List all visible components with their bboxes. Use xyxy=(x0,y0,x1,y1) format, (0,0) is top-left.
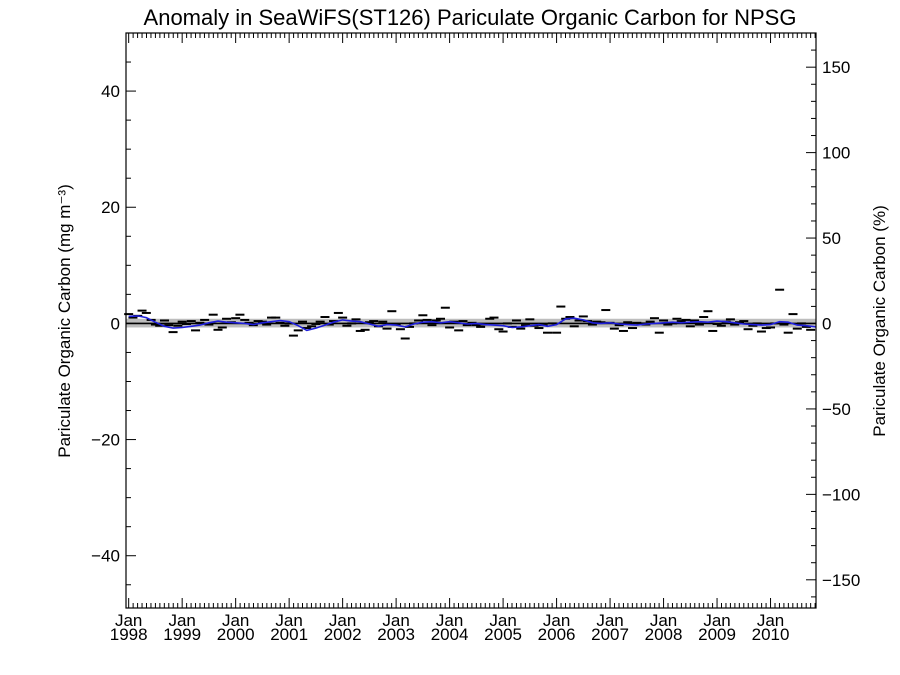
x-tick-year-label: 2004 xyxy=(431,625,469,644)
x-tick-year-label: 2007 xyxy=(591,625,629,644)
left-y-axis-label: Pariculate Organic Carbon (mg m⁻³) xyxy=(55,184,74,458)
x-tick-month-label: Jan xyxy=(275,611,302,630)
x-tick-month-label: Jan xyxy=(543,611,570,630)
x-tick-year-label: 2001 xyxy=(270,625,308,644)
x-tick-month-label: Jan xyxy=(650,611,677,630)
x-tick-year-label: 2010 xyxy=(752,625,790,644)
x-axis: Jan1998Jan1999Jan2000Jan2001Jan2002Jan20… xyxy=(110,33,816,644)
smoothed-anomaly-line xyxy=(128,315,817,332)
x-tick-month-label: Jan xyxy=(436,611,463,630)
left-tick-label: 40 xyxy=(101,82,120,101)
right-tick-label: −50 xyxy=(822,400,851,419)
left-tick-label: 0 xyxy=(111,314,120,333)
x-tick-year-label: 2002 xyxy=(324,625,362,644)
chart-title: Anomaly in SeaWiFS(ST126) Pariculate Org… xyxy=(144,5,797,30)
left-tick-label: −20 xyxy=(91,431,120,450)
x-tick-year-label: 2005 xyxy=(484,625,522,644)
x-tick-month-label: Jan xyxy=(703,611,730,630)
x-tick-year-label: 1999 xyxy=(163,625,201,644)
x-tick-year-label: 2006 xyxy=(538,625,576,644)
x-tick-month-label: Jan xyxy=(382,611,409,630)
x-tick-month-label: Jan xyxy=(168,611,195,630)
right-tick-label: 150 xyxy=(822,58,850,77)
left-tick-label: −40 xyxy=(91,547,120,566)
x-tick-year-label: 2000 xyxy=(217,625,255,644)
x-tick-month-label: Jan xyxy=(222,611,249,630)
x-tick-month-label: Jan xyxy=(329,611,356,630)
x-tick-month-label: Jan xyxy=(115,611,142,630)
right-tick-label: 50 xyxy=(822,229,841,248)
left-tick-label: 20 xyxy=(101,198,120,217)
right-tick-label: 100 xyxy=(822,144,850,163)
right-y-axis: −150 −100 −50 0 50 100 150 xyxy=(806,49,860,598)
right-tick-label: −100 xyxy=(822,485,860,504)
right-y-axis-label: Pariculate Organic Carbon (%) xyxy=(870,205,889,436)
plot-area xyxy=(124,32,817,609)
right-tick-label: 0 xyxy=(822,314,831,333)
x-tick-year-label: 2003 xyxy=(377,625,415,644)
right-tick-label: −150 xyxy=(822,571,860,590)
x-tick-year-label: 1998 xyxy=(110,625,148,644)
x-tick-month-label: Jan xyxy=(596,611,623,630)
x-tick-year-label: 2009 xyxy=(698,625,736,644)
x-tick-month-label: Jan xyxy=(489,611,516,630)
x-tick-year-label: 2008 xyxy=(645,625,683,644)
plot-frame xyxy=(125,32,817,609)
x-tick-month-label: Jan xyxy=(757,611,784,630)
left-y-axis: −40 −20 0 20 40 xyxy=(91,61,136,586)
